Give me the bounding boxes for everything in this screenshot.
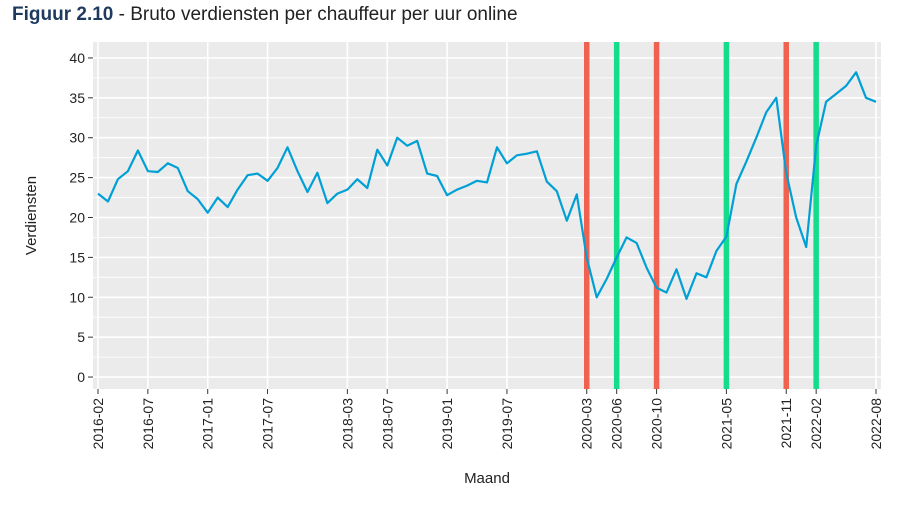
y-tick-label: 30 bbox=[69, 130, 85, 146]
x-axis: 2016-02 2016-07 2017-01 2017-07 2018-03 2018-… bbox=[90, 389, 884, 449]
x-tick-label: 2016-02 bbox=[90, 398, 106, 450]
x-tick-label: 2018-03 bbox=[339, 398, 355, 450]
y-tick-label: 0 bbox=[77, 369, 85, 385]
x-tick-label: 2021-11 bbox=[778, 398, 794, 449]
gridlines bbox=[93, 42, 881, 389]
y-tick-label: 35 bbox=[69, 90, 85, 106]
x-tick-label: 2017-01 bbox=[200, 398, 216, 450]
x-tick-label: 2020-10 bbox=[649, 398, 665, 450]
x-tick-label: 2022-02 bbox=[808, 398, 824, 450]
title-separator: - bbox=[113, 4, 131, 25]
x-tick-label: 2019-07 bbox=[499, 398, 515, 450]
figure-label: Figuur 2.10 bbox=[12, 4, 114, 25]
y-tick-label: 20 bbox=[69, 209, 85, 225]
y-tick-label: 10 bbox=[69, 289, 85, 305]
y-tick-label: 15 bbox=[69, 249, 85, 265]
x-tick-label: 2016-07 bbox=[140, 398, 156, 450]
x-axis-label: Maand bbox=[464, 470, 510, 487]
x-tick-label: 2020-03 bbox=[579, 398, 595, 450]
x-tick-label: 2021-05 bbox=[718, 398, 734, 450]
x-tick-label: 2019-01 bbox=[439, 398, 455, 450]
y-tick-label: 25 bbox=[69, 170, 85, 186]
x-tick-label: 2018-07 bbox=[379, 398, 395, 450]
x-tick-label: 2022-08 bbox=[868, 398, 884, 450]
y-axis: 0 5 10 15 20 25 30 35 40 bbox=[69, 50, 93, 385]
event-lines bbox=[583, 42, 819, 389]
x-tick-label: 2017-07 bbox=[260, 398, 276, 450]
y-axis-label: Verdiensten bbox=[23, 176, 40, 255]
x-tick-label: 2020-06 bbox=[609, 398, 625, 450]
series-line-verdiensten bbox=[97, 71, 877, 300]
y-tick-label: 5 bbox=[77, 329, 85, 345]
chart-title: Figuur 2.10 - Bruto verdiensten per chau… bbox=[12, 4, 518, 26]
y-tick-label: 40 bbox=[69, 50, 85, 66]
title-text: Bruto verdiensten per chauffeur per uur … bbox=[130, 4, 518, 25]
plot-panel bbox=[93, 42, 881, 389]
